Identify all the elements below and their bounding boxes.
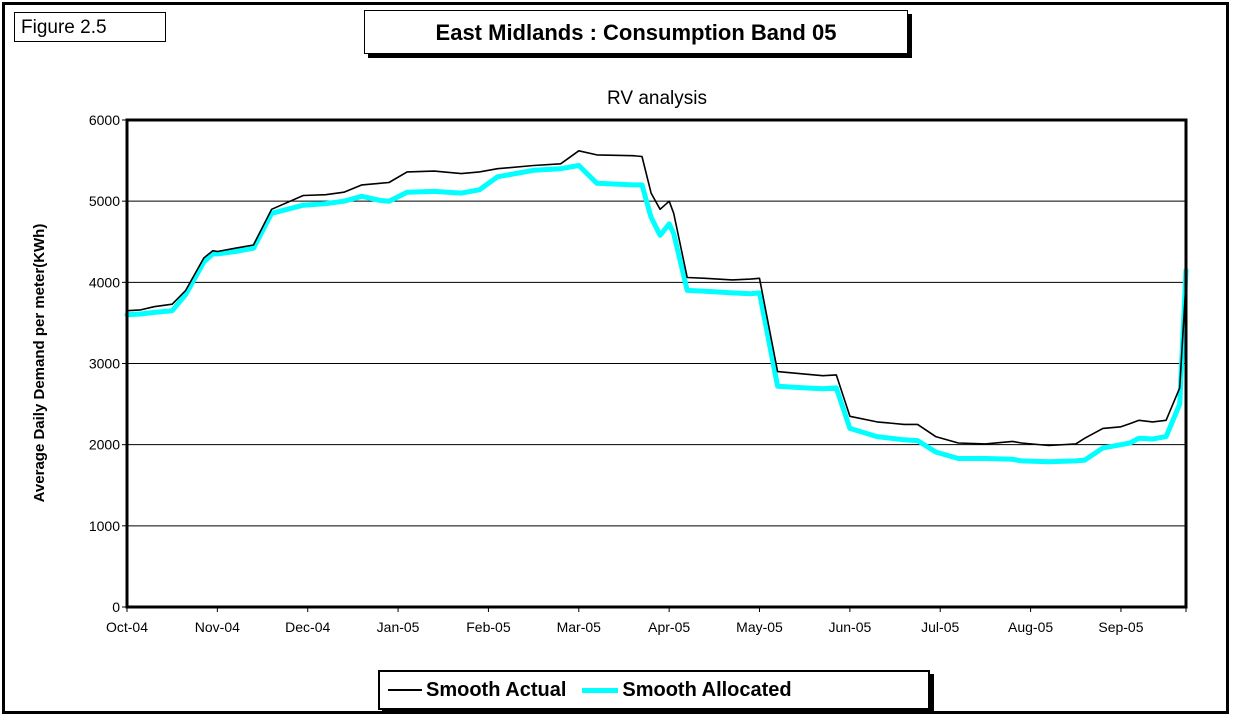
x-tick-label: Nov-04	[195, 619, 240, 635]
legend-label-allocated: Smooth Allocated	[622, 678, 792, 701]
x-tick-label: Oct-04	[106, 619, 148, 635]
y-axis-label: Average Daily Demand per meter(KWh)	[31, 224, 48, 503]
y-tick-label: 4000	[89, 274, 120, 290]
legend: Smooth Actual Smooth Allocated	[378, 670, 930, 710]
figure-label: Figure 2.5	[14, 12, 166, 42]
y-tick-label: 5000	[89, 193, 120, 209]
x-tick-label: Jul-05	[921, 619, 959, 635]
x-tick-label: Jan-05	[377, 619, 420, 635]
y-axis-ticks: 0 1000 2000 3000 4000 5000 6000	[89, 112, 128, 615]
legend-swatch-allocated	[582, 687, 619, 693]
y-tick-label: 6000	[89, 112, 120, 128]
x-tick-label: Apr-05	[648, 619, 690, 635]
x-tick-label: Sep-05	[1098, 619, 1143, 635]
legend-swatch-actual	[388, 689, 422, 691]
plot-area	[124, 118, 1189, 609]
chart-title: East Midlands : Consumption Band 05	[364, 10, 908, 54]
x-tick-label: May-05	[736, 619, 783, 635]
x-tick-label: Feb-05	[466, 619, 511, 635]
y-tick-label: 3000	[89, 356, 120, 372]
legend-label-actual: Smooth Actual	[426, 678, 567, 701]
x-axis-ticks: Oct-04 Nov-04 Dec-04 Jan-05 Feb-05 Mar-05 Apr-…	[106, 607, 1187, 635]
gridlines	[127, 119, 1186, 527]
x-tick-label: Dec-04	[285, 619, 330, 635]
legend-item-allocated: Smooth Allocated	[574, 678, 792, 702]
y-tick-label: 0	[112, 599, 120, 615]
legend-item-actual: Smooth Actual	[388, 679, 566, 702]
series-line-smooth-actual	[126, 150, 1187, 447]
x-tick-label: Mar-05	[557, 619, 602, 635]
y-tick-label: 2000	[89, 437, 120, 453]
x-tick-label: Jun-05	[828, 619, 871, 635]
series-line-smooth-allocated	[124, 163, 1189, 465]
y-tick-label: 1000	[89, 518, 120, 534]
x-tick-label: Aug-05	[1008, 619, 1053, 635]
chart-subtitle: RV analysis	[607, 88, 707, 109]
